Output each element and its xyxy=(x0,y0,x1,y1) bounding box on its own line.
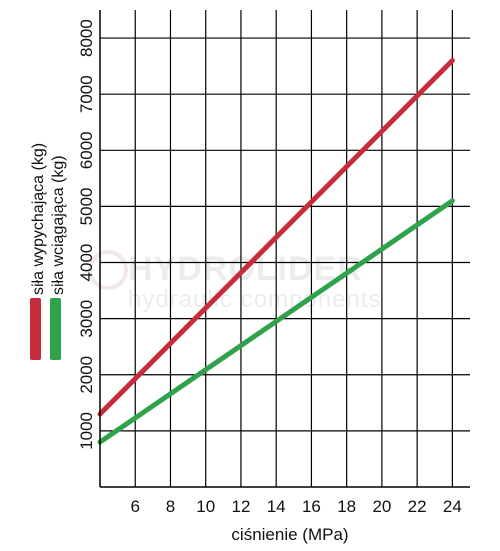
y-tick-label-5000: 5000 xyxy=(77,187,96,225)
legend-label-pulling-force: siła wciągająca (kg) xyxy=(50,155,67,295)
x-tick-label-22: 22 xyxy=(408,497,427,516)
watermark-tagline: hydraulic components xyxy=(128,286,381,313)
x-tick-label-20: 20 xyxy=(372,497,391,516)
legend: siła wypychająca (kg) siła wciągająca (k… xyxy=(30,143,67,360)
y-tick-label-2000: 2000 xyxy=(77,356,96,394)
series-lines xyxy=(97,58,455,445)
x-tick-label-24: 24 xyxy=(443,497,462,516)
y-tick-label-3000: 3000 xyxy=(77,300,96,338)
x-tick-label-10: 10 xyxy=(196,497,215,516)
chart-axes xyxy=(99,10,470,488)
series-line-0 xyxy=(97,58,455,417)
x-tick-label-18: 18 xyxy=(337,497,356,516)
x-tick-label-16: 16 xyxy=(302,497,321,516)
x-tick-label-14: 14 xyxy=(267,497,286,516)
y-tick-label-6000: 6000 xyxy=(77,131,96,169)
watermark-logo-icon xyxy=(88,250,128,290)
x-tick-label-6: 6 xyxy=(131,497,140,516)
y-tick-label-8000: 8000 xyxy=(77,19,96,57)
legend-swatch-pulling-force xyxy=(50,298,61,360)
tick-labels: 6 8 10 12 14 16 18 20 22 24 1000 2000 3000 4000 5000 60… xyxy=(77,19,462,516)
x-tick-label-12: 12 xyxy=(231,497,250,516)
legend-label-pushing-force: siła wypychająca (kg) xyxy=(30,143,47,295)
grid-lines xyxy=(100,10,470,487)
series-line-1 xyxy=(97,198,455,445)
legend-swatch-pushing-force xyxy=(30,298,41,360)
x-tick-label-8: 8 xyxy=(166,497,175,516)
y-tick-label-4000: 4000 xyxy=(77,244,96,282)
y-tick-label-1000: 1000 xyxy=(77,412,96,450)
x-axis-label: ciśnienie (MPa) xyxy=(231,525,348,544)
y-tick-label-7000: 7000 xyxy=(77,75,96,113)
